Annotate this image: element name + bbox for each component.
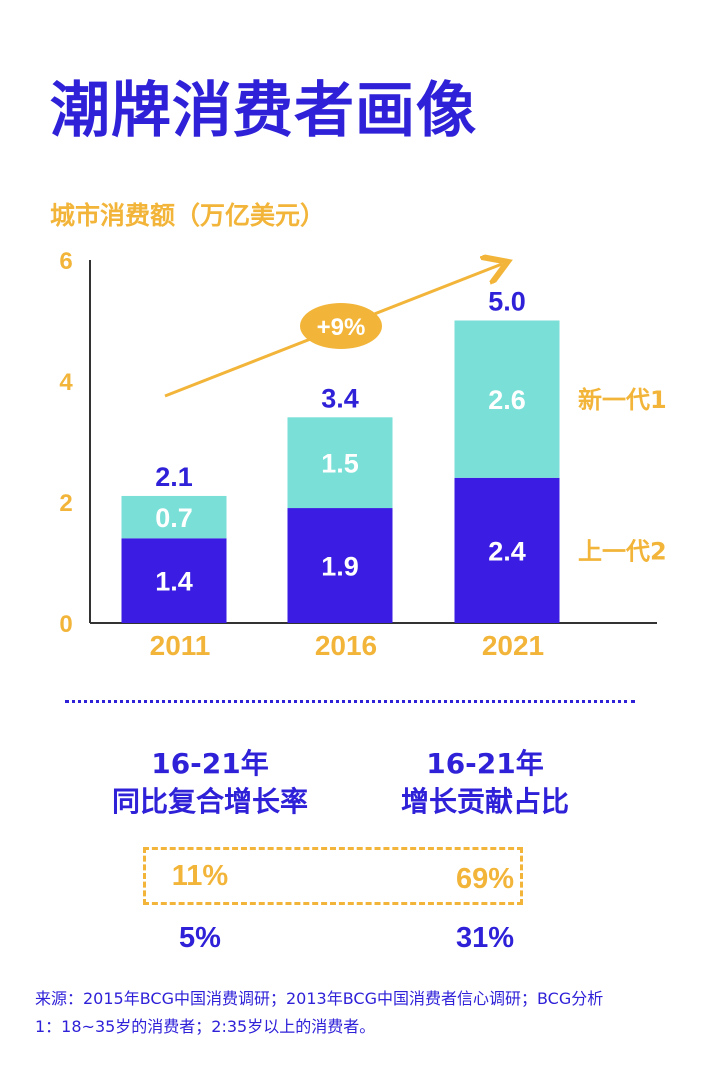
bar-value-label: 2.6 — [488, 385, 526, 415]
section-divider — [65, 700, 635, 703]
bar-segment-new-gen — [287, 417, 393, 509]
stacked-bar-chart: 0 2 4 6 2011 2016 2021 1.4 0.7 2.1 1.9 1.5 3.4 2.4 2.… — [59, 248, 667, 661]
bar-value-label: 1.4 — [155, 567, 193, 597]
bar-segment-previous-gen — [121, 538, 227, 623]
y-tick-label: 4 — [59, 369, 73, 396]
page-title: 潮牌消费者画像 — [50, 76, 477, 146]
cagr-new-gen-value: 11% — [171, 860, 229, 892]
chart-title: 城市消费额（万亿美元） — [50, 201, 326, 230]
bar-segment-previous-gen — [287, 508, 393, 623]
bar-value-label: 0.7 — [155, 503, 193, 533]
contribution-new-gen-value: 69% — [455, 863, 515, 895]
legend-label-previous-gen: 上一代2 — [578, 537, 667, 565]
footnote: 1：18~35岁的消费者；2:35岁以上的消费者。 — [35, 1017, 376, 1036]
growth-badge — [300, 303, 382, 349]
y-tick-label: 6 — [59, 248, 72, 275]
cagr-old-gen-value: 5% — [179, 922, 221, 954]
stat-heading-contribution-line2: 增长贡献占比 — [400, 785, 569, 818]
legend-label-new-gen: 新一代1 — [578, 386, 667, 414]
bar-total-label: 3.4 — [321, 383, 359, 413]
x-tick-label: 2016 — [315, 630, 377, 661]
bar-value-label: 1.9 — [321, 552, 359, 582]
bar-segment-previous-gen — [454, 477, 560, 623]
growth-badge-label: +9% — [317, 314, 366, 341]
stat-heading-contribution: 16-21年 增长贡献占比 — [385, 745, 585, 821]
stat-heading-cagr-line1: 16-21年 — [151, 747, 269, 780]
bar-value-label: 1.5 — [321, 449, 359, 479]
y-tick-label: 2 — [59, 490, 72, 517]
source-note: 来源：2015年BCG中国消费调研；2013年BCG中国消费者信心调研；BCG分… — [35, 989, 604, 1008]
bar-total-label: 2.1 — [155, 462, 193, 492]
stat-heading-contribution-line1: 16-21年 — [426, 747, 544, 780]
y-tick-label: 0 — [59, 611, 72, 638]
stat-heading-cagr-line2: 同比复合增长率 — [111, 785, 308, 818]
stat-heading-cagr: 16-21年 同比复合增长率 — [90, 745, 330, 821]
new-gen-highlight-box — [143, 847, 523, 905]
bar-segment-new-gen — [121, 495, 227, 539]
contribution-old-gen-value: 31% — [455, 922, 515, 954]
x-tick-label: 2021 — [482, 630, 544, 661]
bar-segment-new-gen — [454, 320, 560, 478]
x-tick-label: 2011 — [150, 630, 211, 661]
bar-total-label: 5.0 — [488, 287, 526, 317]
bar-value-label: 2.4 — [488, 536, 526, 566]
